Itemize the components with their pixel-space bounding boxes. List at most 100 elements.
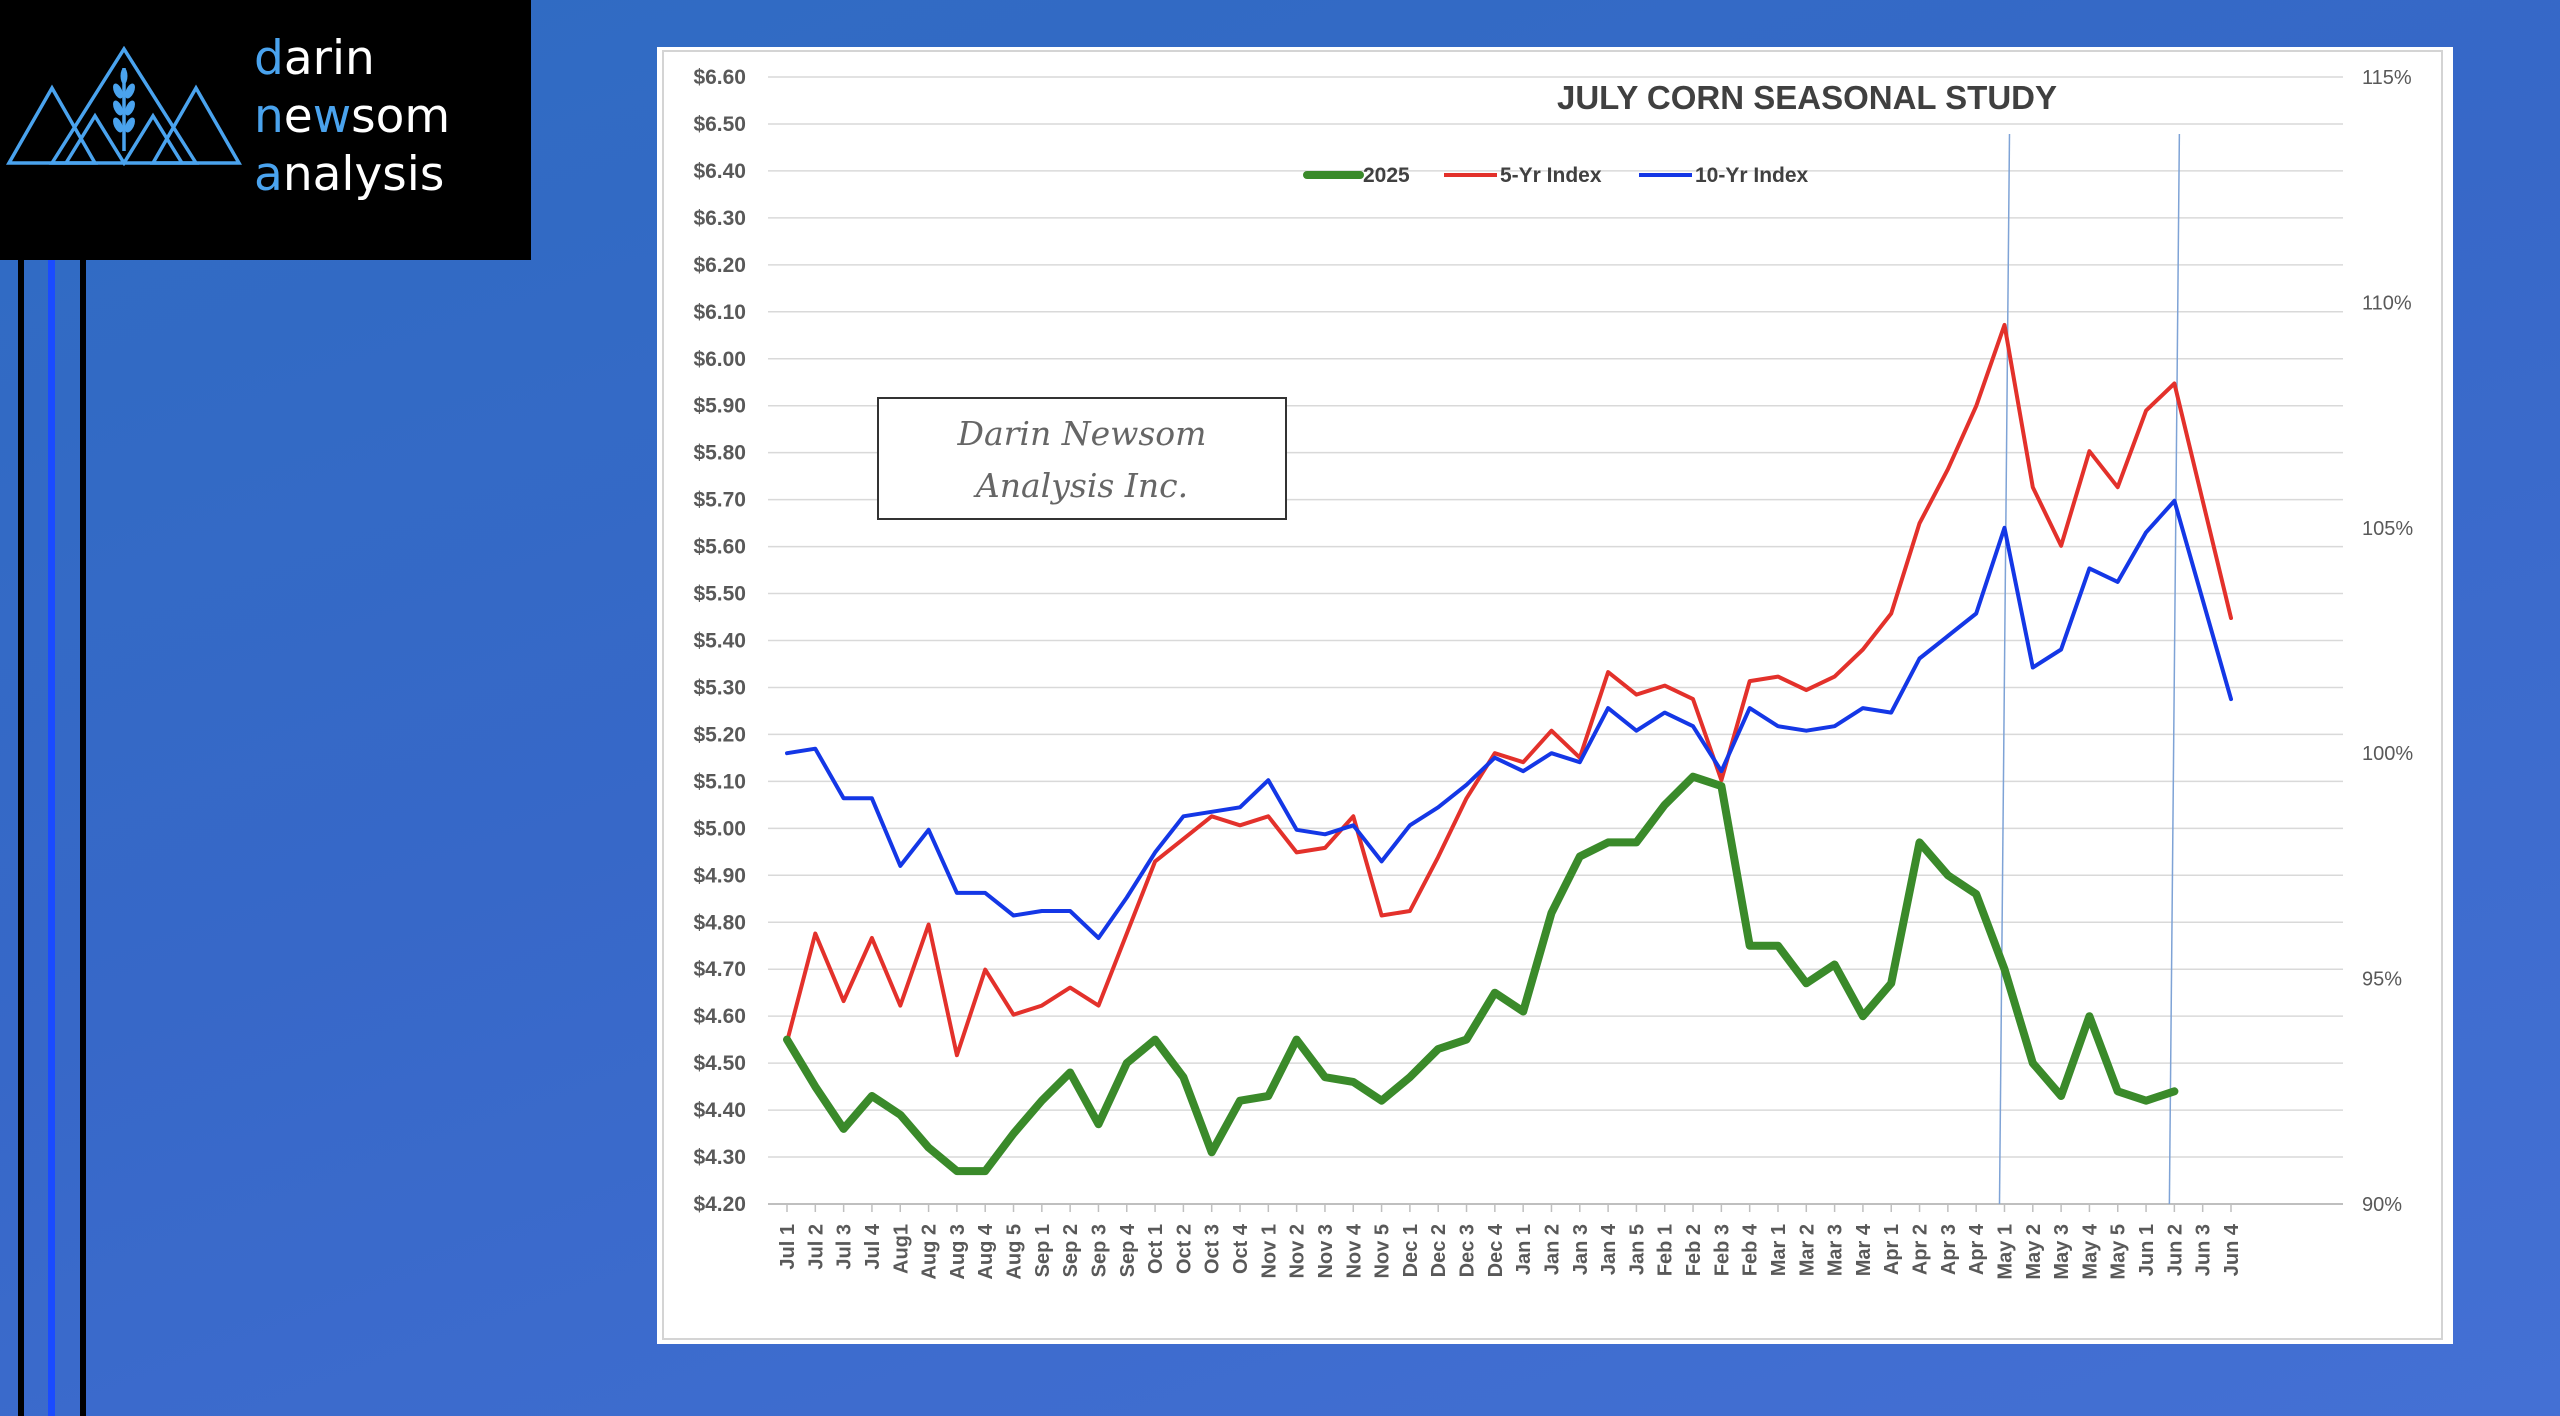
x-tick-label: Mar 4	[1853, 1223, 1875, 1276]
series-line-5-yr-index	[785, 322, 2233, 1058]
watermark-box: Darin Newsom Analysis Inc.	[877, 397, 1287, 520]
x-tick-label: Oct 1	[1145, 1224, 1167, 1274]
x-tick-label: Jul 3	[834, 1224, 856, 1270]
y-right-tick-label: 90%	[2362, 1194, 2402, 1216]
y-right-tick-label: 100%	[2362, 743, 2413, 765]
x-tick-label: Sep 3	[1088, 1224, 1110, 1277]
x-tick-label: Apr 4	[1966, 1223, 1988, 1275]
y-right-tick-label: 95%	[2362, 969, 2402, 991]
x-tick-label: Jun 3	[2193, 1224, 2215, 1276]
marker-line	[1998, 133, 2011, 1205]
decor-stripe	[80, 260, 86, 1416]
x-tick-label: Jul 2	[805, 1224, 827, 1270]
seasonal-line-chart: $4.20 $4.30 $4.40 $4.50 $4.60 $4.70 $4.80 $4.90…	[662, 50, 2443, 1340]
y-left-tick-label: $4.40	[693, 1099, 746, 1122]
brand-logo: darin newsom analysis	[0, 0, 531, 260]
brand-line-3: analysis	[254, 147, 445, 202]
x-tick-label: Dec 1	[1400, 1224, 1422, 1277]
x-tick-label: Dec 2	[1428, 1224, 1450, 1277]
y-left-tick-label: $5.10	[693, 770, 746, 793]
y-left-tick-label: $6.40	[693, 160, 746, 183]
x-tick-label: Jan 4	[1598, 1223, 1620, 1275]
brand-wordmark: darin newsom analysis	[254, 30, 450, 204]
x-tick-label: Jun 4	[2221, 1223, 2243, 1276]
y-left-tick-label: $6.60	[693, 66, 746, 89]
x-tick-label: Aug 2	[919, 1224, 941, 1280]
x-tick-label: Feb 3	[1711, 1224, 1733, 1276]
x-tick-label: Apr 3	[1938, 1224, 1960, 1275]
x-tick-label: Mar 1	[1768, 1224, 1790, 1276]
y-left-tick-label: $6.50	[693, 113, 746, 136]
x-tick-label: Oct 4	[1230, 1223, 1252, 1274]
y-right-tick-label: 105%	[2362, 518, 2413, 540]
x-tick-label: Nov 1	[1258, 1224, 1280, 1278]
x-tick-label: Apr 1	[1881, 1224, 1903, 1275]
series-line-2025	[783, 772, 2179, 1176]
x-tick-label: Nov 3	[1315, 1224, 1337, 1278]
x-tick-label: May 3	[2051, 1224, 2073, 1280]
y-left-tick-label: $5.40	[693, 630, 746, 653]
x-tick-label: Jul 1	[777, 1224, 799, 1270]
y-left-tick-label: $4.20	[693, 1193, 746, 1216]
x-tick-label: Aug 4	[975, 1223, 997, 1279]
y-left-tick-label: $5.00	[693, 817, 746, 840]
brand-line-1: darin	[254, 31, 375, 86]
x-tick-label: May 1	[1994, 1224, 2016, 1280]
x-tick-label: Sep 4	[1117, 1223, 1139, 1277]
x-tick-label: Feb 2	[1683, 1224, 1705, 1276]
x-tick-label: Mar 2	[1796, 1224, 1818, 1276]
x-tick-label: Nov 4	[1343, 1223, 1365, 1278]
x-tick-label: Nov 5	[1372, 1224, 1394, 1278]
x-tick-label: Sep 2	[1060, 1224, 1082, 1277]
watermark-line-1: Darin Newsom	[957, 414, 1207, 453]
x-tick-label: Dec 3	[1457, 1224, 1479, 1277]
y-left-tick-label: $4.60	[693, 1005, 746, 1028]
legend-label-5yr: 5-Yr Index	[1500, 164, 1602, 187]
brand-line-2: newsom	[254, 89, 451, 144]
x-tick-label: Feb 1	[1655, 1224, 1677, 1276]
legend: 2025 5-Yr Index 10-Yr Index	[1303, 164, 1809, 187]
x-tick-label: Nov 2	[1287, 1224, 1309, 1278]
y-left-tick-label: $4.30	[693, 1146, 746, 1169]
mountain-wheat-icon	[6, 46, 242, 166]
x-tick-label: Aug 5	[1004, 1224, 1026, 1280]
x-tick-label: Jan 1	[1513, 1224, 1535, 1275]
x-tick-label: Jan 2	[1541, 1224, 1563, 1275]
y-left-tick-label: $4.80	[693, 911, 746, 934]
x-tick-label: May 4	[2079, 1223, 2101, 1279]
y-left-tick-label: $5.90	[693, 395, 746, 418]
y-right-tick-label: 115%	[2362, 67, 2412, 89]
x-tick-label: Oct 2	[1173, 1224, 1195, 1274]
legend-label-2025: 2025	[1363, 164, 1410, 187]
y-left-tick-label: $4.70	[693, 958, 746, 981]
y-left-tick-label: $6.30	[693, 207, 746, 230]
x-tick-label: Jul 4	[862, 1223, 884, 1269]
y-left-tick-label: $5.60	[693, 536, 746, 559]
x-tick-label: May 2	[2023, 1224, 2045, 1280]
y-right-tick-label: 110%	[2362, 292, 2412, 314]
x-tick-label: Jun 2	[2164, 1224, 2186, 1276]
legend-label-10yr: 10-Yr Index	[1695, 164, 1809, 187]
y-left-tick-label: $5.20	[693, 723, 746, 746]
x-tick-label: Feb 4	[1740, 1223, 1762, 1276]
watermark-line-2: Analysis Inc.	[973, 466, 1188, 505]
decor-stripe	[18, 260, 24, 1416]
x-tick-label: Aug1	[890, 1224, 912, 1274]
x-tick-label: Mar 3	[1825, 1224, 1847, 1276]
x-tick-label: Jan 3	[1570, 1224, 1592, 1275]
y-left-tick-label: $4.50	[693, 1052, 746, 1075]
y-left-tick-label: $6.20	[693, 254, 746, 277]
decor-stripe	[48, 260, 55, 1416]
x-tick-label: Dec 4	[1485, 1223, 1507, 1277]
chart-panel: $4.20 $4.30 $4.40 $4.50 $4.60 $4.70 $4.80 $4.90…	[657, 47, 2453, 1344]
y-left-tick-label: $6.10	[693, 301, 746, 324]
chart-title: JULY CORN SEASONAL STUDY	[1557, 79, 2057, 116]
y-left-tick-label: $5.30	[693, 676, 746, 699]
marker-line	[2168, 133, 2181, 1205]
x-tick-label: May 5	[2108, 1224, 2130, 1280]
y-left-tick-label: $6.00	[693, 348, 746, 371]
x-tick-label: Jun 1	[2136, 1224, 2158, 1276]
x-tick-label: Aug 3	[947, 1224, 969, 1280]
series-line-10-yr-index	[785, 498, 2233, 940]
x-tick-label: Sep 1	[1032, 1224, 1054, 1277]
